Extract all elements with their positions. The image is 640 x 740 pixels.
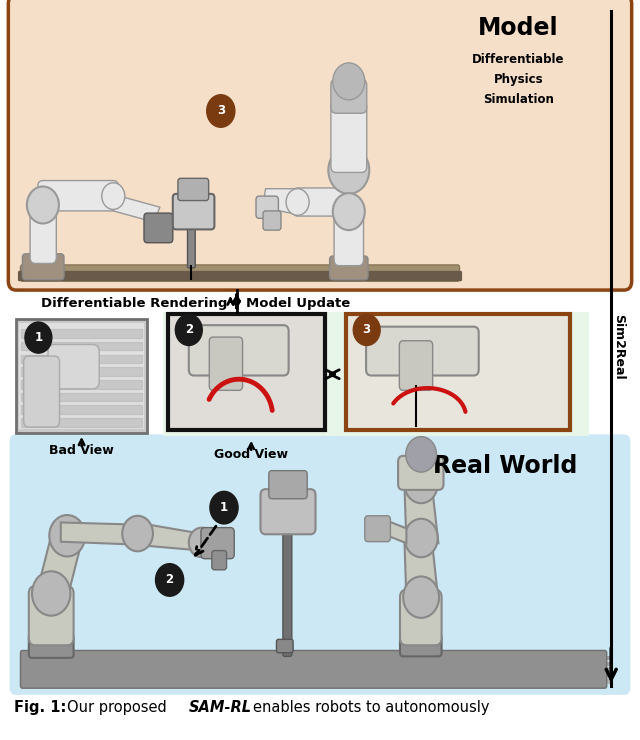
FancyBboxPatch shape <box>188 221 195 268</box>
FancyBboxPatch shape <box>10 434 630 695</box>
Circle shape <box>353 314 380 346</box>
FancyBboxPatch shape <box>22 656 611 660</box>
FancyBboxPatch shape <box>22 673 611 678</box>
FancyBboxPatch shape <box>400 590 442 645</box>
FancyBboxPatch shape <box>24 356 60 427</box>
Text: 3: 3 <box>217 104 225 118</box>
Text: Bad View: Bad View <box>49 444 114 457</box>
FancyBboxPatch shape <box>173 194 214 229</box>
FancyBboxPatch shape <box>346 314 570 430</box>
Text: Fig. 1:: Fig. 1: <box>14 700 67 715</box>
FancyBboxPatch shape <box>263 211 281 230</box>
FancyBboxPatch shape <box>168 314 325 430</box>
Polygon shape <box>262 189 301 215</box>
Text: Our proposed: Our proposed <box>67 700 167 715</box>
FancyBboxPatch shape <box>19 323 144 428</box>
FancyBboxPatch shape <box>212 551 227 570</box>
Text: 2: 2 <box>166 574 173 587</box>
FancyBboxPatch shape <box>144 213 173 243</box>
Circle shape <box>122 516 153 551</box>
Polygon shape <box>35 536 83 599</box>
FancyBboxPatch shape <box>209 337 243 390</box>
Circle shape <box>27 186 59 223</box>
FancyBboxPatch shape <box>22 679 611 684</box>
Circle shape <box>328 147 369 194</box>
FancyBboxPatch shape <box>30 200 56 263</box>
Circle shape <box>175 314 202 346</box>
Text: Good View: Good View <box>214 448 288 461</box>
FancyBboxPatch shape <box>331 79 367 113</box>
FancyBboxPatch shape <box>22 667 611 672</box>
FancyBboxPatch shape <box>330 256 368 280</box>
Text: enables robots to autonomously: enables robots to autonomously <box>253 700 490 715</box>
Text: Differentiable Rendering: Differentiable Rendering <box>41 297 227 310</box>
FancyBboxPatch shape <box>399 340 433 390</box>
Text: SAM-RL: SAM-RL <box>189 700 252 715</box>
FancyBboxPatch shape <box>293 188 353 216</box>
Circle shape <box>29 189 57 221</box>
Circle shape <box>102 183 125 209</box>
Circle shape <box>49 515 85 556</box>
Polygon shape <box>384 519 406 543</box>
Text: Real World: Real World <box>433 454 578 477</box>
FancyBboxPatch shape <box>398 456 444 490</box>
Circle shape <box>25 322 52 353</box>
FancyBboxPatch shape <box>38 181 118 211</box>
Text: 3: 3 <box>363 323 371 337</box>
FancyBboxPatch shape <box>256 196 278 218</box>
FancyBboxPatch shape <box>189 325 289 375</box>
FancyBboxPatch shape <box>8 0 632 290</box>
FancyBboxPatch shape <box>334 206 364 266</box>
Circle shape <box>32 571 70 616</box>
FancyBboxPatch shape <box>16 319 147 432</box>
Text: 2: 2 <box>185 323 193 337</box>
Polygon shape <box>61 522 138 545</box>
Circle shape <box>210 491 238 524</box>
FancyBboxPatch shape <box>29 586 74 645</box>
FancyBboxPatch shape <box>400 634 442 656</box>
Text: Model Update: Model Update <box>246 297 351 310</box>
Text: Sim2Real: Sim2Real <box>612 314 625 380</box>
FancyBboxPatch shape <box>260 489 316 534</box>
Circle shape <box>333 193 365 230</box>
Polygon shape <box>404 486 438 543</box>
FancyBboxPatch shape <box>163 312 589 437</box>
Text: Differentiable
Physics
Simulation: Differentiable Physics Simulation <box>472 53 564 107</box>
FancyBboxPatch shape <box>18 271 462 281</box>
FancyBboxPatch shape <box>269 471 307 499</box>
Text: 1: 1 <box>35 331 42 344</box>
Circle shape <box>404 519 438 557</box>
Circle shape <box>404 465 438 503</box>
Circle shape <box>156 564 184 596</box>
Polygon shape <box>133 522 205 551</box>
Circle shape <box>286 189 309 215</box>
FancyBboxPatch shape <box>48 345 99 389</box>
Circle shape <box>207 95 235 127</box>
FancyBboxPatch shape <box>178 178 209 201</box>
FancyBboxPatch shape <box>276 639 293 653</box>
FancyBboxPatch shape <box>29 634 74 658</box>
Text: Model: Model <box>478 16 559 40</box>
FancyBboxPatch shape <box>22 254 64 280</box>
Circle shape <box>403 576 439 618</box>
FancyBboxPatch shape <box>331 101 367 172</box>
FancyBboxPatch shape <box>201 528 234 559</box>
Circle shape <box>406 437 436 472</box>
Text: 1: 1 <box>220 501 228 514</box>
Circle shape <box>189 528 214 557</box>
FancyBboxPatch shape <box>366 326 479 375</box>
FancyBboxPatch shape <box>22 662 611 666</box>
FancyBboxPatch shape <box>20 265 460 281</box>
Circle shape <box>333 63 365 100</box>
Polygon shape <box>113 196 160 222</box>
FancyBboxPatch shape <box>365 516 390 542</box>
FancyBboxPatch shape <box>20 650 607 688</box>
Polygon shape <box>404 542 438 601</box>
FancyBboxPatch shape <box>0 285 640 440</box>
FancyBboxPatch shape <box>283 526 292 656</box>
